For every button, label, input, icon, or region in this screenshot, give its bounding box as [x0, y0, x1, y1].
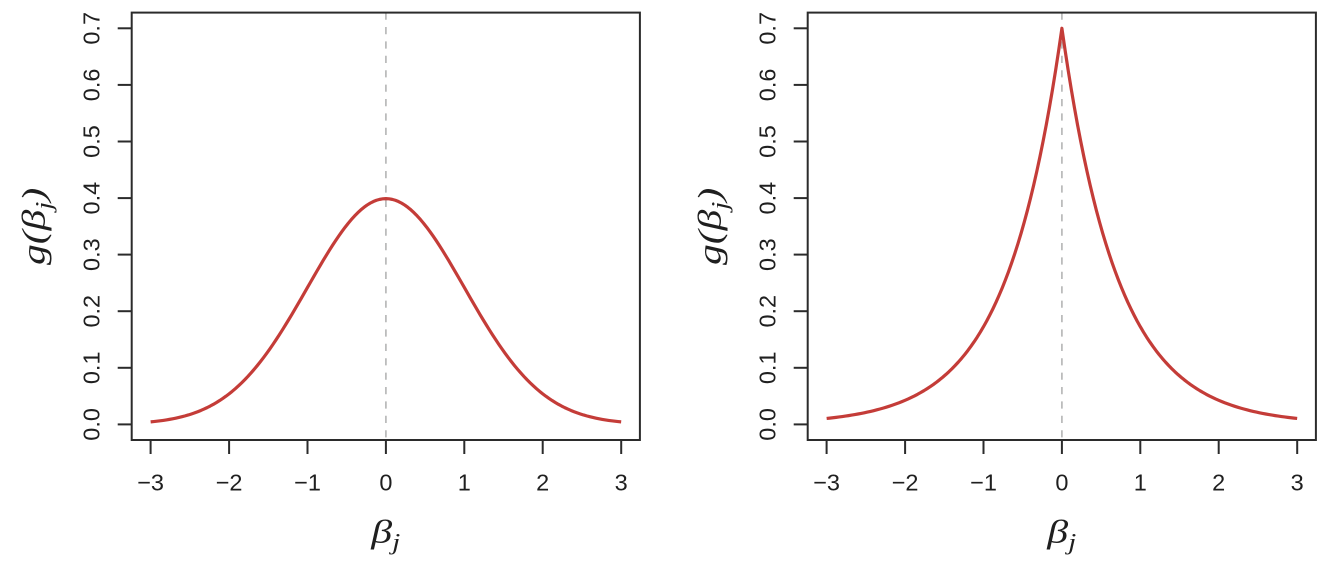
svg-text:0.1: 0.1: [755, 351, 781, 384]
svg-text:3: 3: [1291, 470, 1304, 496]
svg-text:0.0: 0.0: [755, 408, 781, 441]
svg-text:−1: −1: [294, 470, 321, 496]
svg-text:0.0: 0.0: [79, 408, 105, 441]
svg-text:0.3: 0.3: [79, 238, 105, 271]
svg-text:0.5: 0.5: [755, 125, 781, 158]
svg-text:0.4: 0.4: [755, 182, 781, 215]
svg-text:−2: −2: [216, 470, 243, 496]
svg-text:g(βj): g(βj): [16, 188, 56, 265]
svg-text:−1: −1: [970, 470, 997, 496]
svg-text:0.6: 0.6: [755, 69, 781, 102]
svg-text:1: 1: [458, 470, 471, 496]
svg-text:g(βj): g(βj): [692, 188, 732, 265]
svg-text:0.2: 0.2: [755, 295, 781, 328]
svg-text:2: 2: [536, 470, 549, 496]
svg-text:2: 2: [1212, 470, 1225, 496]
svg-text:0: 0: [1055, 470, 1068, 496]
svg-text:0.2: 0.2: [79, 295, 105, 328]
svg-text:1: 1: [1134, 470, 1147, 496]
svg-text:0.3: 0.3: [755, 238, 781, 271]
svg-text:0.6: 0.6: [79, 69, 105, 102]
svg-text:−3: −3: [813, 470, 840, 496]
svg-text:0: 0: [379, 470, 392, 496]
svg-text:0.4: 0.4: [79, 182, 105, 215]
svg-text:−2: −2: [892, 470, 919, 496]
svg-text:0.5: 0.5: [79, 125, 105, 158]
svg-text:3: 3: [615, 470, 628, 496]
svg-text:0.7: 0.7: [79, 12, 105, 45]
svg-text:0.7: 0.7: [755, 12, 781, 45]
svg-text:−3: −3: [137, 470, 164, 496]
svg-text:0.1: 0.1: [79, 351, 105, 384]
